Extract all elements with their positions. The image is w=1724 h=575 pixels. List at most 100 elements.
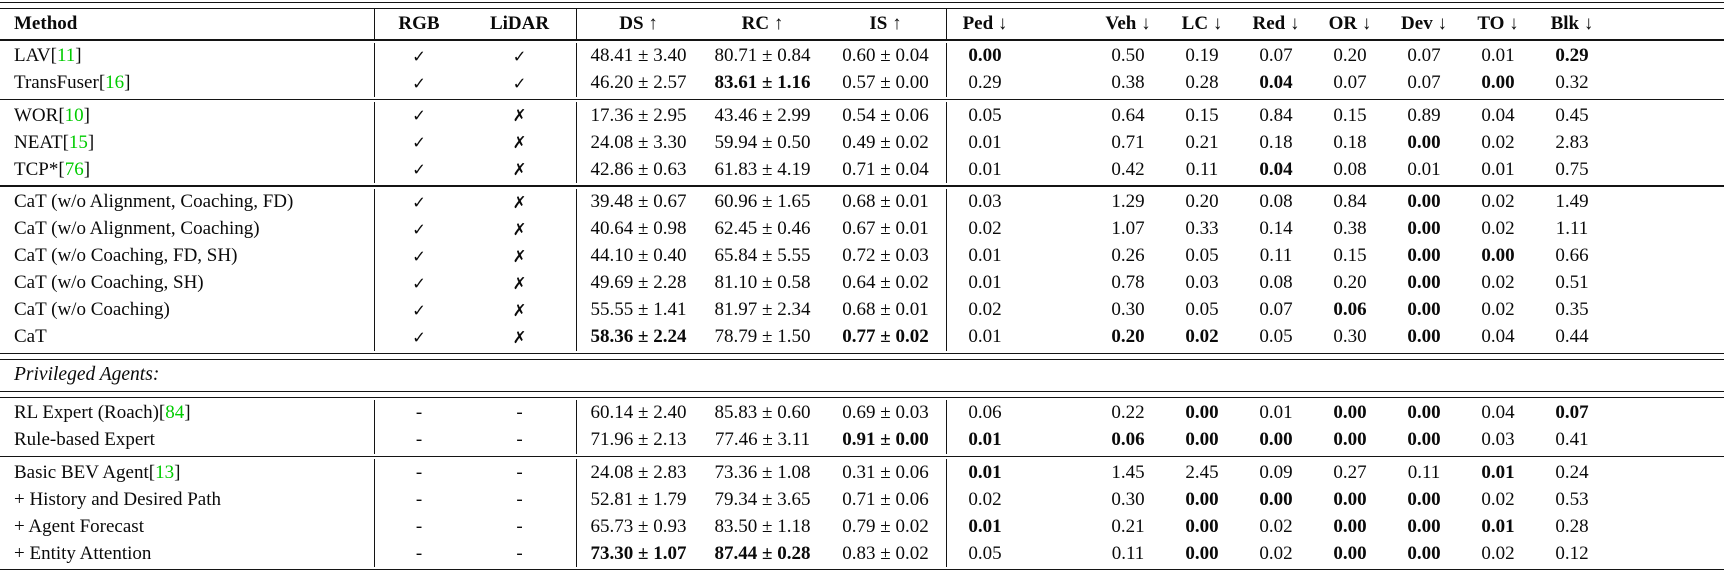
cell-rgb: ✓ <box>375 43 463 70</box>
cell-ped: 0.02 <box>968 218 1002 240</box>
double-rule <box>0 390 1724 398</box>
cell-veh: 0.38 <box>1111 72 1145 94</box>
dash-glyph: - <box>516 488 523 510</box>
cell-to: 0.01 <box>1481 158 1515 180</box>
table-section: Basic BEV Agent [13] - - 24.08 ± 2.83 73.36 … <box>0 457 1724 569</box>
cite-bracket-close: ] <box>174 461 181 483</box>
cross-icon: ✗ <box>512 219 527 239</box>
checkmark-icon: ✓ <box>412 160 426 180</box>
method-label: WOR <box>14 104 59 126</box>
cell-blk: 0.32 <box>1555 72 1589 94</box>
cell-ds: 60.14 ± 2.40 <box>590 402 687 424</box>
cell-or: 0.07 <box>1333 72 1367 94</box>
cell-rc: 83.61 ± 1.16 <box>714 72 811 94</box>
cell-red: 0.84 <box>1259 104 1293 126</box>
cell-rc: 61.83 ± 4.19 <box>714 158 811 180</box>
method-label: + Entity Attention <box>14 542 152 564</box>
column-header-to: TO ↓ <box>1477 13 1519 34</box>
method-label: Rule-based Expert <box>14 429 155 451</box>
cell-dev: 0.00 <box>1407 191 1441 213</box>
method-label: + Agent Forecast <box>14 515 144 537</box>
cell-red: 0.07 <box>1259 299 1293 321</box>
cell-ped: 0.01 <box>968 272 1002 294</box>
cell-red: 0.01 <box>1259 402 1293 424</box>
method-label: CaT (w/o Coaching, FD, SH) <box>14 245 238 267</box>
cell-veh: 0.78 <box>1111 272 1145 294</box>
cell-lc: 0.00 <box>1185 429 1219 451</box>
column-gap <box>1023 102 1091 129</box>
cell-method: CaT <box>0 323 375 351</box>
column-header-lidar: LiDAR <box>463 9 577 39</box>
citation-number: 76 <box>64 158 84 180</box>
cite-bracket-open: [ <box>50 45 57 67</box>
cell-method: + History and Desired Path <box>0 486 375 514</box>
column-gap <box>1023 297 1091 324</box>
cell-ds: 65.73 ± 0.93 <box>590 515 687 537</box>
cell-blk: 1.49 <box>1555 191 1589 213</box>
cell-ped: 0.01 <box>968 326 1002 348</box>
cell-dev: 0.00 <box>1407 299 1441 321</box>
cross-icon: ✗ <box>512 106 527 126</box>
cell-dev: 0.01 <box>1407 158 1441 180</box>
table-row: Basic BEV Agent [13] - - 24.08 ± 2.83 73.36 … <box>0 459 1724 487</box>
cell-is: 0.77 ± 0.02 <box>825 323 947 351</box>
column-header-rc: RC ↑ <box>741 13 784 34</box>
table-row: CaT (w/o Coaching) ✓ ✗ 55.55 ± 1.41 81.97 ± … <box>0 296 1724 324</box>
cell-is: 0.79 ± 0.02 <box>825 513 947 541</box>
cite-bracket-close: ] <box>87 131 95 153</box>
cell-ped: 0.00 <box>968 45 1002 67</box>
checkmark-icon: ✓ <box>412 246 426 266</box>
cell-red: 0.04 <box>1259 72 1293 94</box>
column-gap <box>1023 43 1091 70</box>
cross-icon: ✗ <box>512 246 527 266</box>
cell-red: 0.00 <box>1259 429 1293 451</box>
cell-to: 0.01 <box>1481 515 1515 537</box>
cell-veh: 1.07 <box>1111 218 1145 240</box>
method-label: CaT (w/o Alignment, Coaching) <box>14 218 260 240</box>
cite-bracket-close: ] <box>75 45 82 67</box>
cell-dev: 0.11 <box>1407 461 1441 483</box>
table-row: + History and Desired Path - - 52.81 ± 1.79… <box>0 486 1724 514</box>
cell-method: CaT (w/o Alignment, Coaching) <box>0 215 375 243</box>
dash-glyph: - <box>516 515 523 537</box>
cell-ped: 0.01 <box>968 515 1002 537</box>
column-header-blk: Blk ↓ <box>1550 13 1594 34</box>
column-gap <box>1023 486 1091 513</box>
cell-lidar: - <box>463 426 577 454</box>
cell-red: 0.09 <box>1259 461 1293 483</box>
cell-lidar: - <box>463 513 577 541</box>
cell-lidar: ✗ <box>463 296 577 324</box>
checkmark-icon: ✓ <box>412 273 426 293</box>
cell-ped: 0.06 <box>968 402 1002 424</box>
cell-rgb: - <box>375 400 463 427</box>
cell-blk: 1.11 <box>1555 218 1589 240</box>
column-gap <box>1023 156 1091 183</box>
cell-or: 0.00 <box>1333 515 1367 537</box>
citation-number: 11 <box>56 45 76 67</box>
cell-ds: 71.96 ± 2.13 <box>590 429 687 451</box>
cell-to: 0.00 <box>1481 72 1515 94</box>
cell-dev: 0.00 <box>1407 515 1441 537</box>
cell-blk: 0.53 <box>1555 488 1589 510</box>
cell-or: 0.84 <box>1333 191 1367 213</box>
cell-to: 0.02 <box>1481 542 1515 564</box>
cell-or: 0.30 <box>1333 326 1367 348</box>
cell-blk: 0.24 <box>1555 461 1589 483</box>
column-gap <box>1023 216 1091 243</box>
cross-icon: ✗ <box>512 300 527 320</box>
cell-method: CaT (w/o Coaching, SH) <box>0 269 375 297</box>
cell-rc: 78.79 ± 1.50 <box>714 326 811 348</box>
cell-rgb: ✓ <box>375 243 463 270</box>
cell-lidar: ✗ <box>463 215 577 243</box>
cell-ds: 17.36 ± 2.95 <box>590 104 687 126</box>
cell-is: 0.72 ± 0.03 <box>825 242 947 270</box>
cell-lidar: ✗ <box>463 242 577 270</box>
cell-blk: 0.07 <box>1555 402 1589 424</box>
dash-glyph: - <box>516 542 523 564</box>
method-label: LAV <box>14 45 51 67</box>
cell-ped: 0.05 <box>968 542 1002 564</box>
checkmark-icon: ✓ <box>512 46 527 66</box>
cite-bracket-open: [ <box>58 158 65 180</box>
cell-ped: 0.01 <box>968 158 1002 180</box>
cell-to: 0.02 <box>1481 131 1515 153</box>
